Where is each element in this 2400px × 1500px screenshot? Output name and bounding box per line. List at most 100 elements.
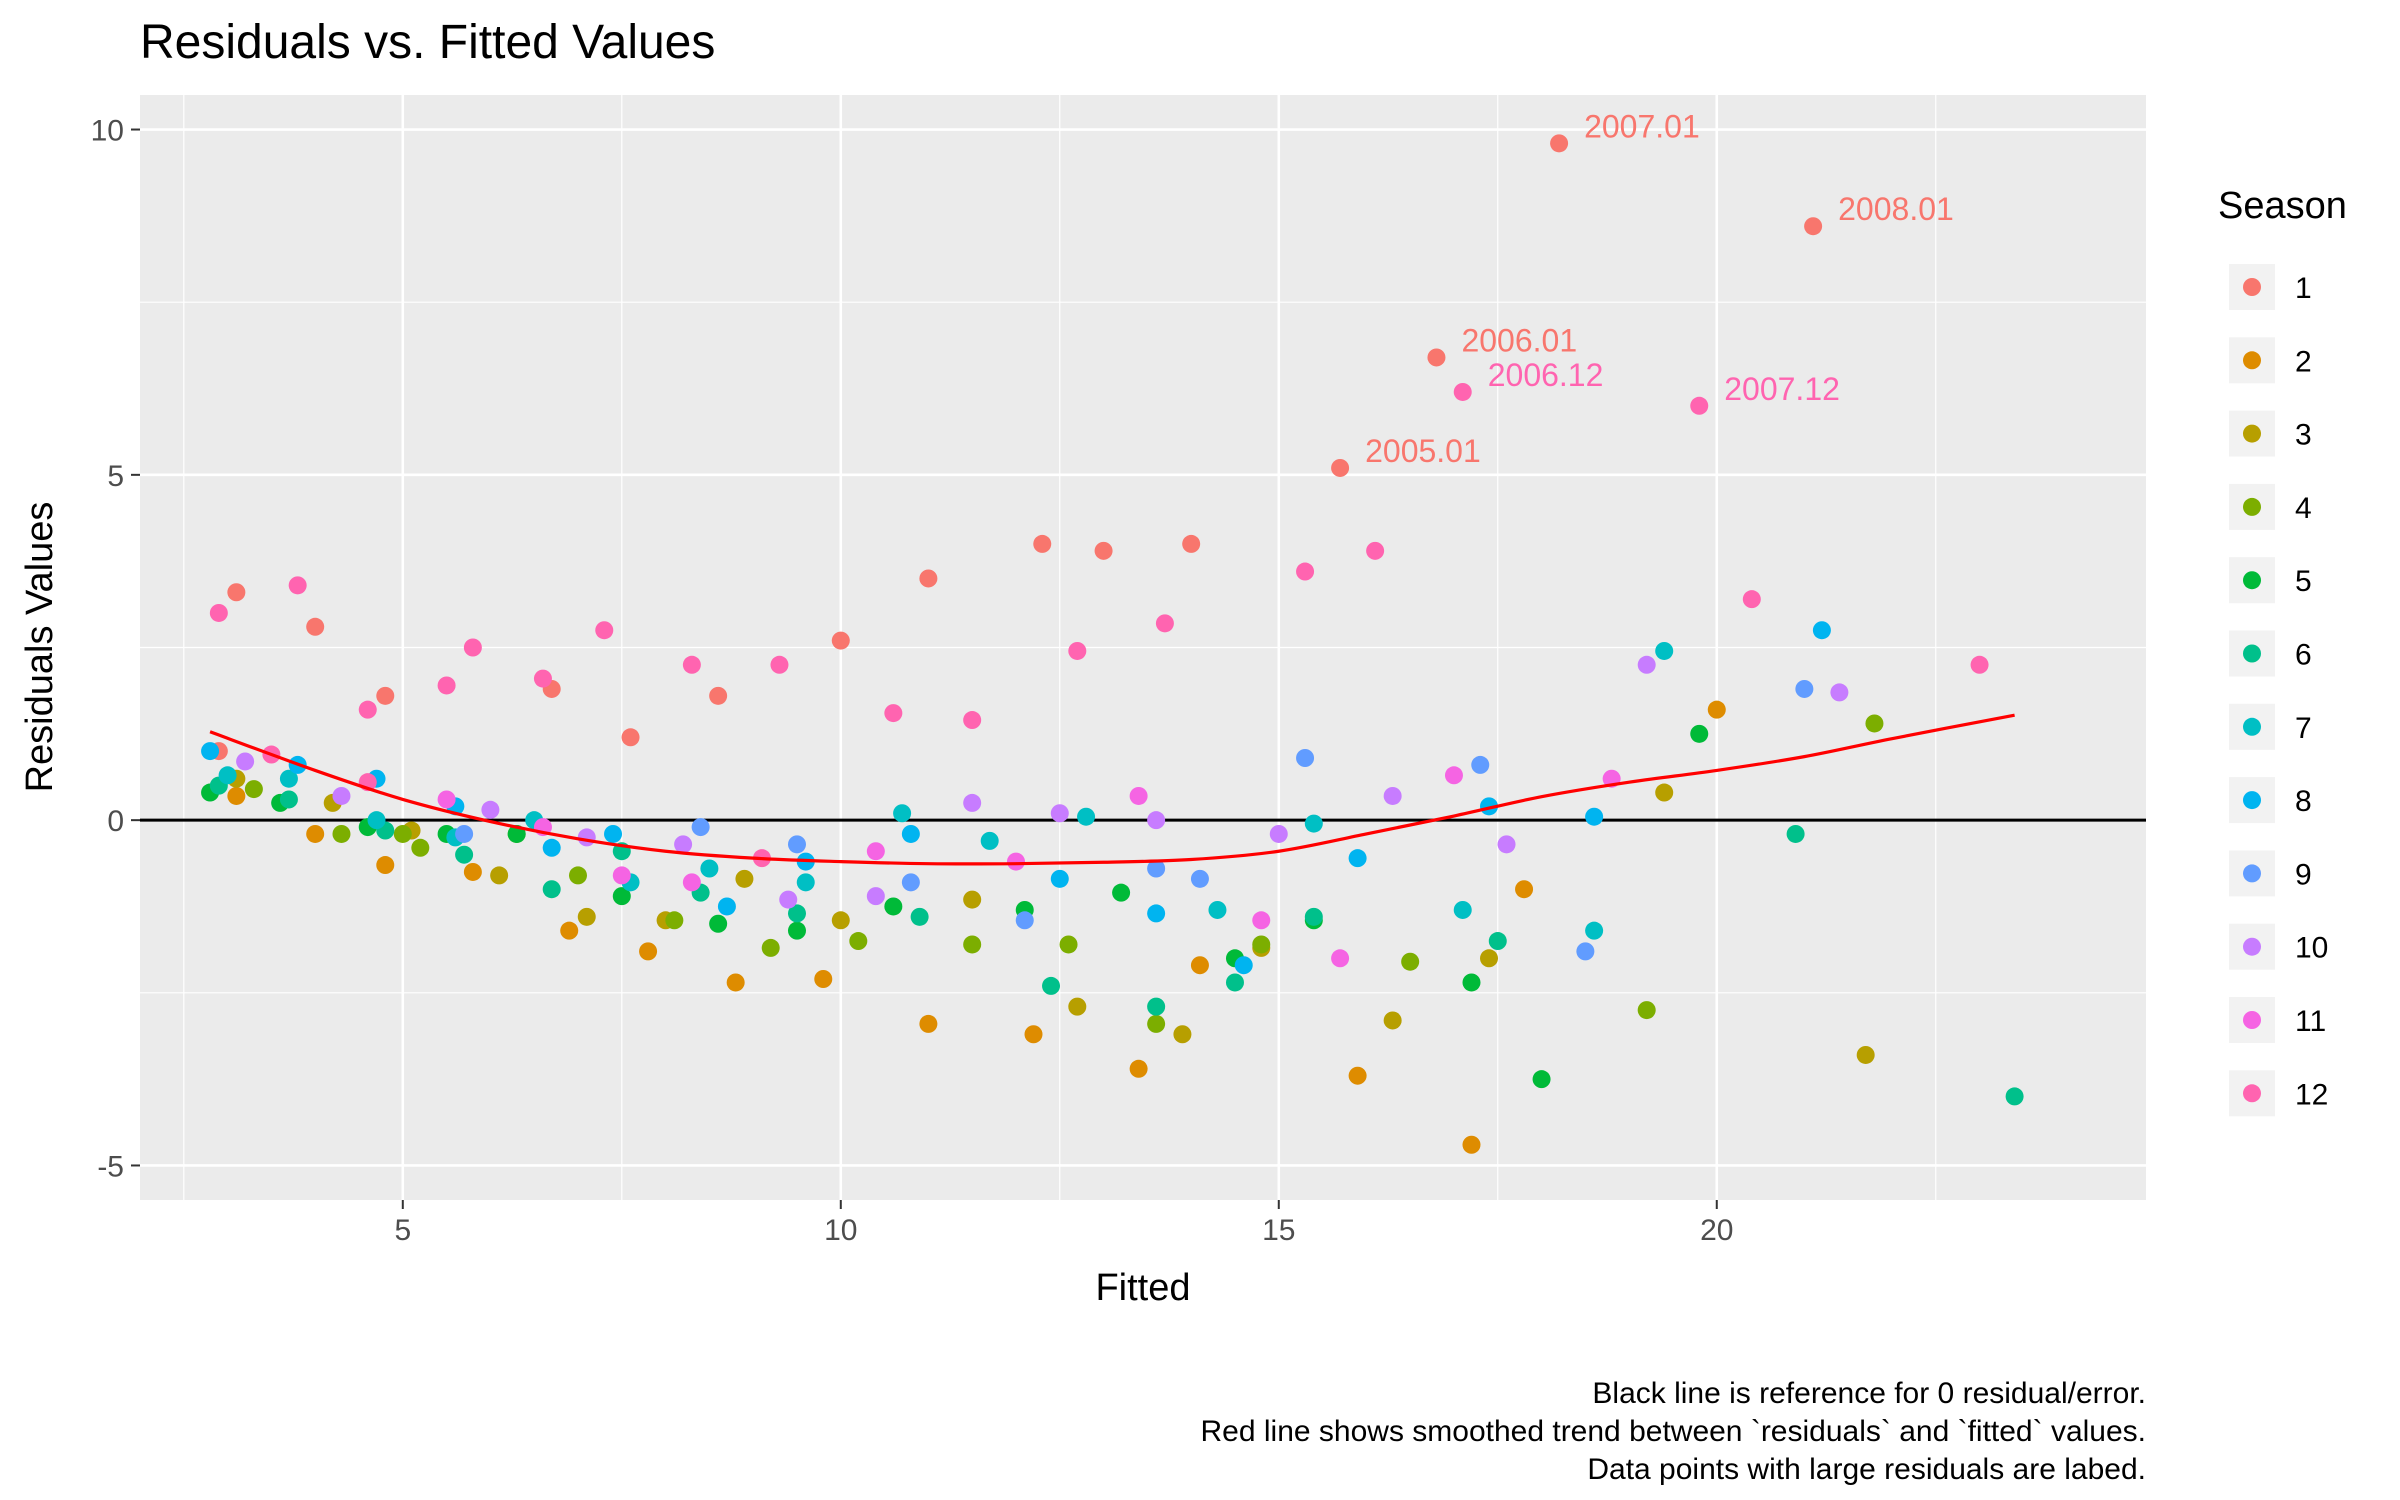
data-point-season-4 (332, 824, 351, 843)
data-point-season-1 (306, 617, 325, 636)
legend-label: 4 (2295, 492, 2312, 525)
data-point-season-4 (1252, 935, 1271, 954)
data-point-season-3 (831, 911, 850, 930)
data-point-season-3 (1068, 997, 1087, 1016)
legend-item-season-11: 11 (2229, 997, 2326, 1043)
legend-item-season-3: 3 (2229, 410, 2312, 457)
legend-key-point (2243, 644, 2261, 663)
data-point-season-9 (1190, 869, 1209, 888)
data-point-season-12 (1970, 655, 1989, 674)
data-point-season-9 (787, 835, 806, 854)
data-point-season-2 (306, 824, 325, 843)
data-point-season-12 (463, 638, 482, 657)
data-point-season-12 (209, 603, 228, 622)
data-point-season-12 (884, 704, 903, 723)
data-point-season-8 (1480, 797, 1499, 816)
legend-label: 6 (2295, 639, 2312, 672)
data-point-season-10 (866, 887, 885, 906)
data-point-season-8 (1585, 807, 1604, 826)
legend-key-point (2243, 791, 2261, 810)
caption-line-1: Black line is reference for 0 residual/e… (1592, 1377, 2146, 1410)
data-point-season-12 (437, 676, 456, 695)
data-point-season-8 (1348, 849, 1367, 868)
chart-title: Residuals vs. Fitted Values (140, 16, 715, 69)
legend-item-season-1: 1 (2229, 264, 2312, 310)
legend-item-season-2: 2 (2229, 337, 2312, 384)
data-point-season-3 (577, 907, 596, 926)
legend-label: 10 (2295, 932, 2328, 965)
data-point-season-4 (849, 932, 868, 951)
data-point-season-5 (1690, 724, 1709, 743)
data-point-season-1 (1182, 534, 1201, 553)
data-point-season-7 (980, 831, 999, 850)
data-point-season-12 (963, 711, 982, 730)
data-point-season-1 (1804, 217, 1823, 236)
data-point-season-5 (884, 897, 903, 916)
data-point-season-12 (1068, 641, 1087, 660)
data-point-season-11 (1252, 911, 1271, 930)
data-point-season-10 (1637, 655, 1656, 674)
data-point-season-7 (1453, 900, 1472, 919)
data-point-season-8 (901, 824, 920, 843)
data-point-season-2 (560, 921, 579, 940)
legend-label: 7 (2295, 712, 2312, 745)
data-point-season-4 (761, 938, 780, 957)
data-point-season-12 (288, 576, 307, 595)
data-point-season-12 (595, 621, 614, 640)
data-point-season-10 (1147, 811, 1166, 830)
data-point-season-1 (709, 686, 728, 705)
data-point-season-9 (1471, 755, 1490, 774)
legend-key-point (2243, 351, 2261, 370)
data-point-season-10 (481, 800, 500, 819)
data-point-season-4 (244, 780, 263, 799)
data-point-season-6 (1304, 907, 1323, 926)
legend-item-season-8: 8 (2229, 777, 2312, 824)
legend-item-season-6: 6 (2229, 630, 2312, 677)
data-point-season-11 (612, 866, 631, 885)
data-point-season-12 (770, 655, 789, 674)
legend-label: 8 (2295, 785, 2312, 818)
data-point-season-4 (1865, 714, 1884, 733)
data-point-season-12 (1690, 396, 1709, 415)
annotation-label: 2007.12 (1724, 371, 1840, 407)
data-point-season-2 (1024, 1025, 1043, 1044)
legend-key-point (2243, 1084, 2261, 1103)
legend-label: 2 (2295, 345, 2312, 378)
data-point-season-4 (1147, 1014, 1166, 1033)
data-point-season-6 (910, 907, 929, 926)
data-point-season-10 (1269, 824, 1288, 843)
data-point-season-5 (1112, 883, 1131, 902)
data-point-season-3 (1480, 949, 1499, 968)
caption: Black line is reference for 0 residual/e… (1201, 1377, 2147, 1486)
data-point-season-6 (455, 845, 474, 864)
legend-item-season-7: 7 (2229, 703, 2312, 750)
data-point-season-10 (332, 786, 351, 805)
y-tick-label: 5 (107, 460, 124, 493)
data-point-season-8 (604, 824, 623, 843)
x-tick-label: 20 (1700, 1214, 1733, 1247)
data-point-season-7 (279, 769, 298, 788)
legend-key-point (2243, 717, 2261, 736)
data-point-season-6 (1042, 976, 1061, 995)
legend-label: 3 (2295, 419, 2312, 452)
legend-label: 11 (2295, 1005, 2326, 1038)
data-point-season-3 (735, 869, 754, 888)
data-point-season-12 (1155, 614, 1174, 633)
data-point-season-7 (700, 859, 719, 878)
data-point-season-5 (612, 887, 631, 906)
y-tick-label: 0 (107, 805, 124, 838)
data-point-season-4 (568, 866, 587, 885)
data-point-season-5 (1532, 1070, 1551, 1089)
data-point-season-6 (1147, 997, 1166, 1016)
data-point-season-1 (376, 686, 395, 705)
annotation-label: 2005.01 (1365, 433, 1481, 469)
x-tick-label: 10 (824, 1214, 857, 1247)
data-points (201, 134, 2024, 1154)
data-point-season-7 (367, 811, 386, 830)
data-point-season-2 (1190, 956, 1209, 975)
data-point-season-1 (621, 728, 640, 747)
legend-item-season-10: 10 (2229, 923, 2328, 970)
x-axis-ticks: 5 10 15 20 (394, 1200, 1733, 1247)
